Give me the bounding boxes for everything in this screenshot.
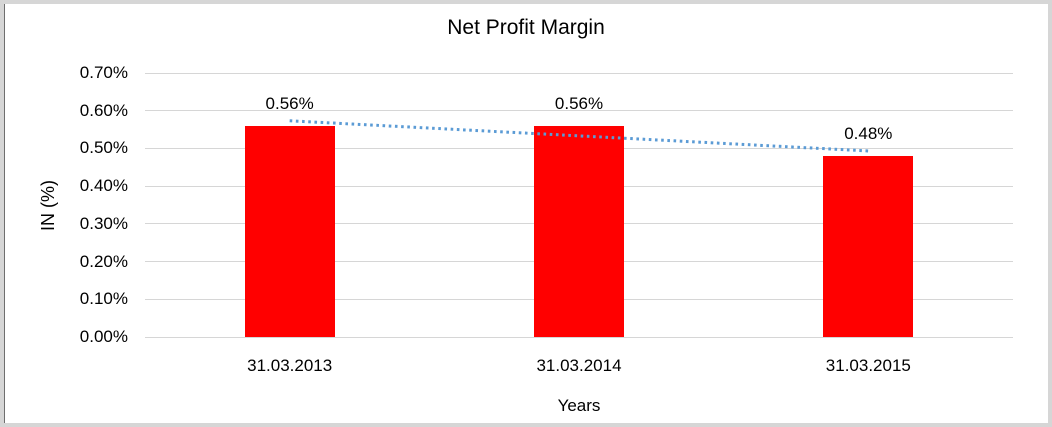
bar-31.03.2015 bbox=[823, 155, 914, 337]
bar-data-label: 0.48% bbox=[844, 123, 893, 143]
y-gridline bbox=[145, 110, 1013, 112]
bar-data-label: 0.56% bbox=[554, 93, 604, 113]
y-axis-tick-label: 0.00% bbox=[79, 327, 128, 346]
y-axis-tick-label: 0.10% bbox=[79, 289, 128, 309]
bar-31.03.2014 bbox=[534, 125, 624, 337]
bar-31.03.2013 bbox=[244, 125, 335, 337]
y-axis-tick-label: 0.50% bbox=[79, 138, 128, 158]
x-axis-tick-label: 31.03.2014 bbox=[536, 356, 622, 375]
y-axis-tick-label: 0.60% bbox=[79, 100, 128, 120]
x-axis-tick-label: 31.03.2013 bbox=[247, 356, 333, 375]
y-axis-tick-label: 0.20% bbox=[79, 251, 128, 271]
chart-title: Net Profit Margin bbox=[447, 16, 605, 39]
y-axis-tick-label: 0.70% bbox=[79, 63, 128, 82]
bar-data-label: 0.56% bbox=[265, 93, 314, 113]
y-gridline bbox=[145, 72, 1013, 74]
y-gridline bbox=[145, 336, 1013, 338]
x-axis-title: Years bbox=[557, 396, 601, 415]
x-axis-tick-label: 31.03.2015 bbox=[825, 356, 911, 375]
y-axis-tick-label: 0.30% bbox=[79, 213, 128, 233]
y-axis-tick-label: 0.40% bbox=[79, 176, 128, 196]
